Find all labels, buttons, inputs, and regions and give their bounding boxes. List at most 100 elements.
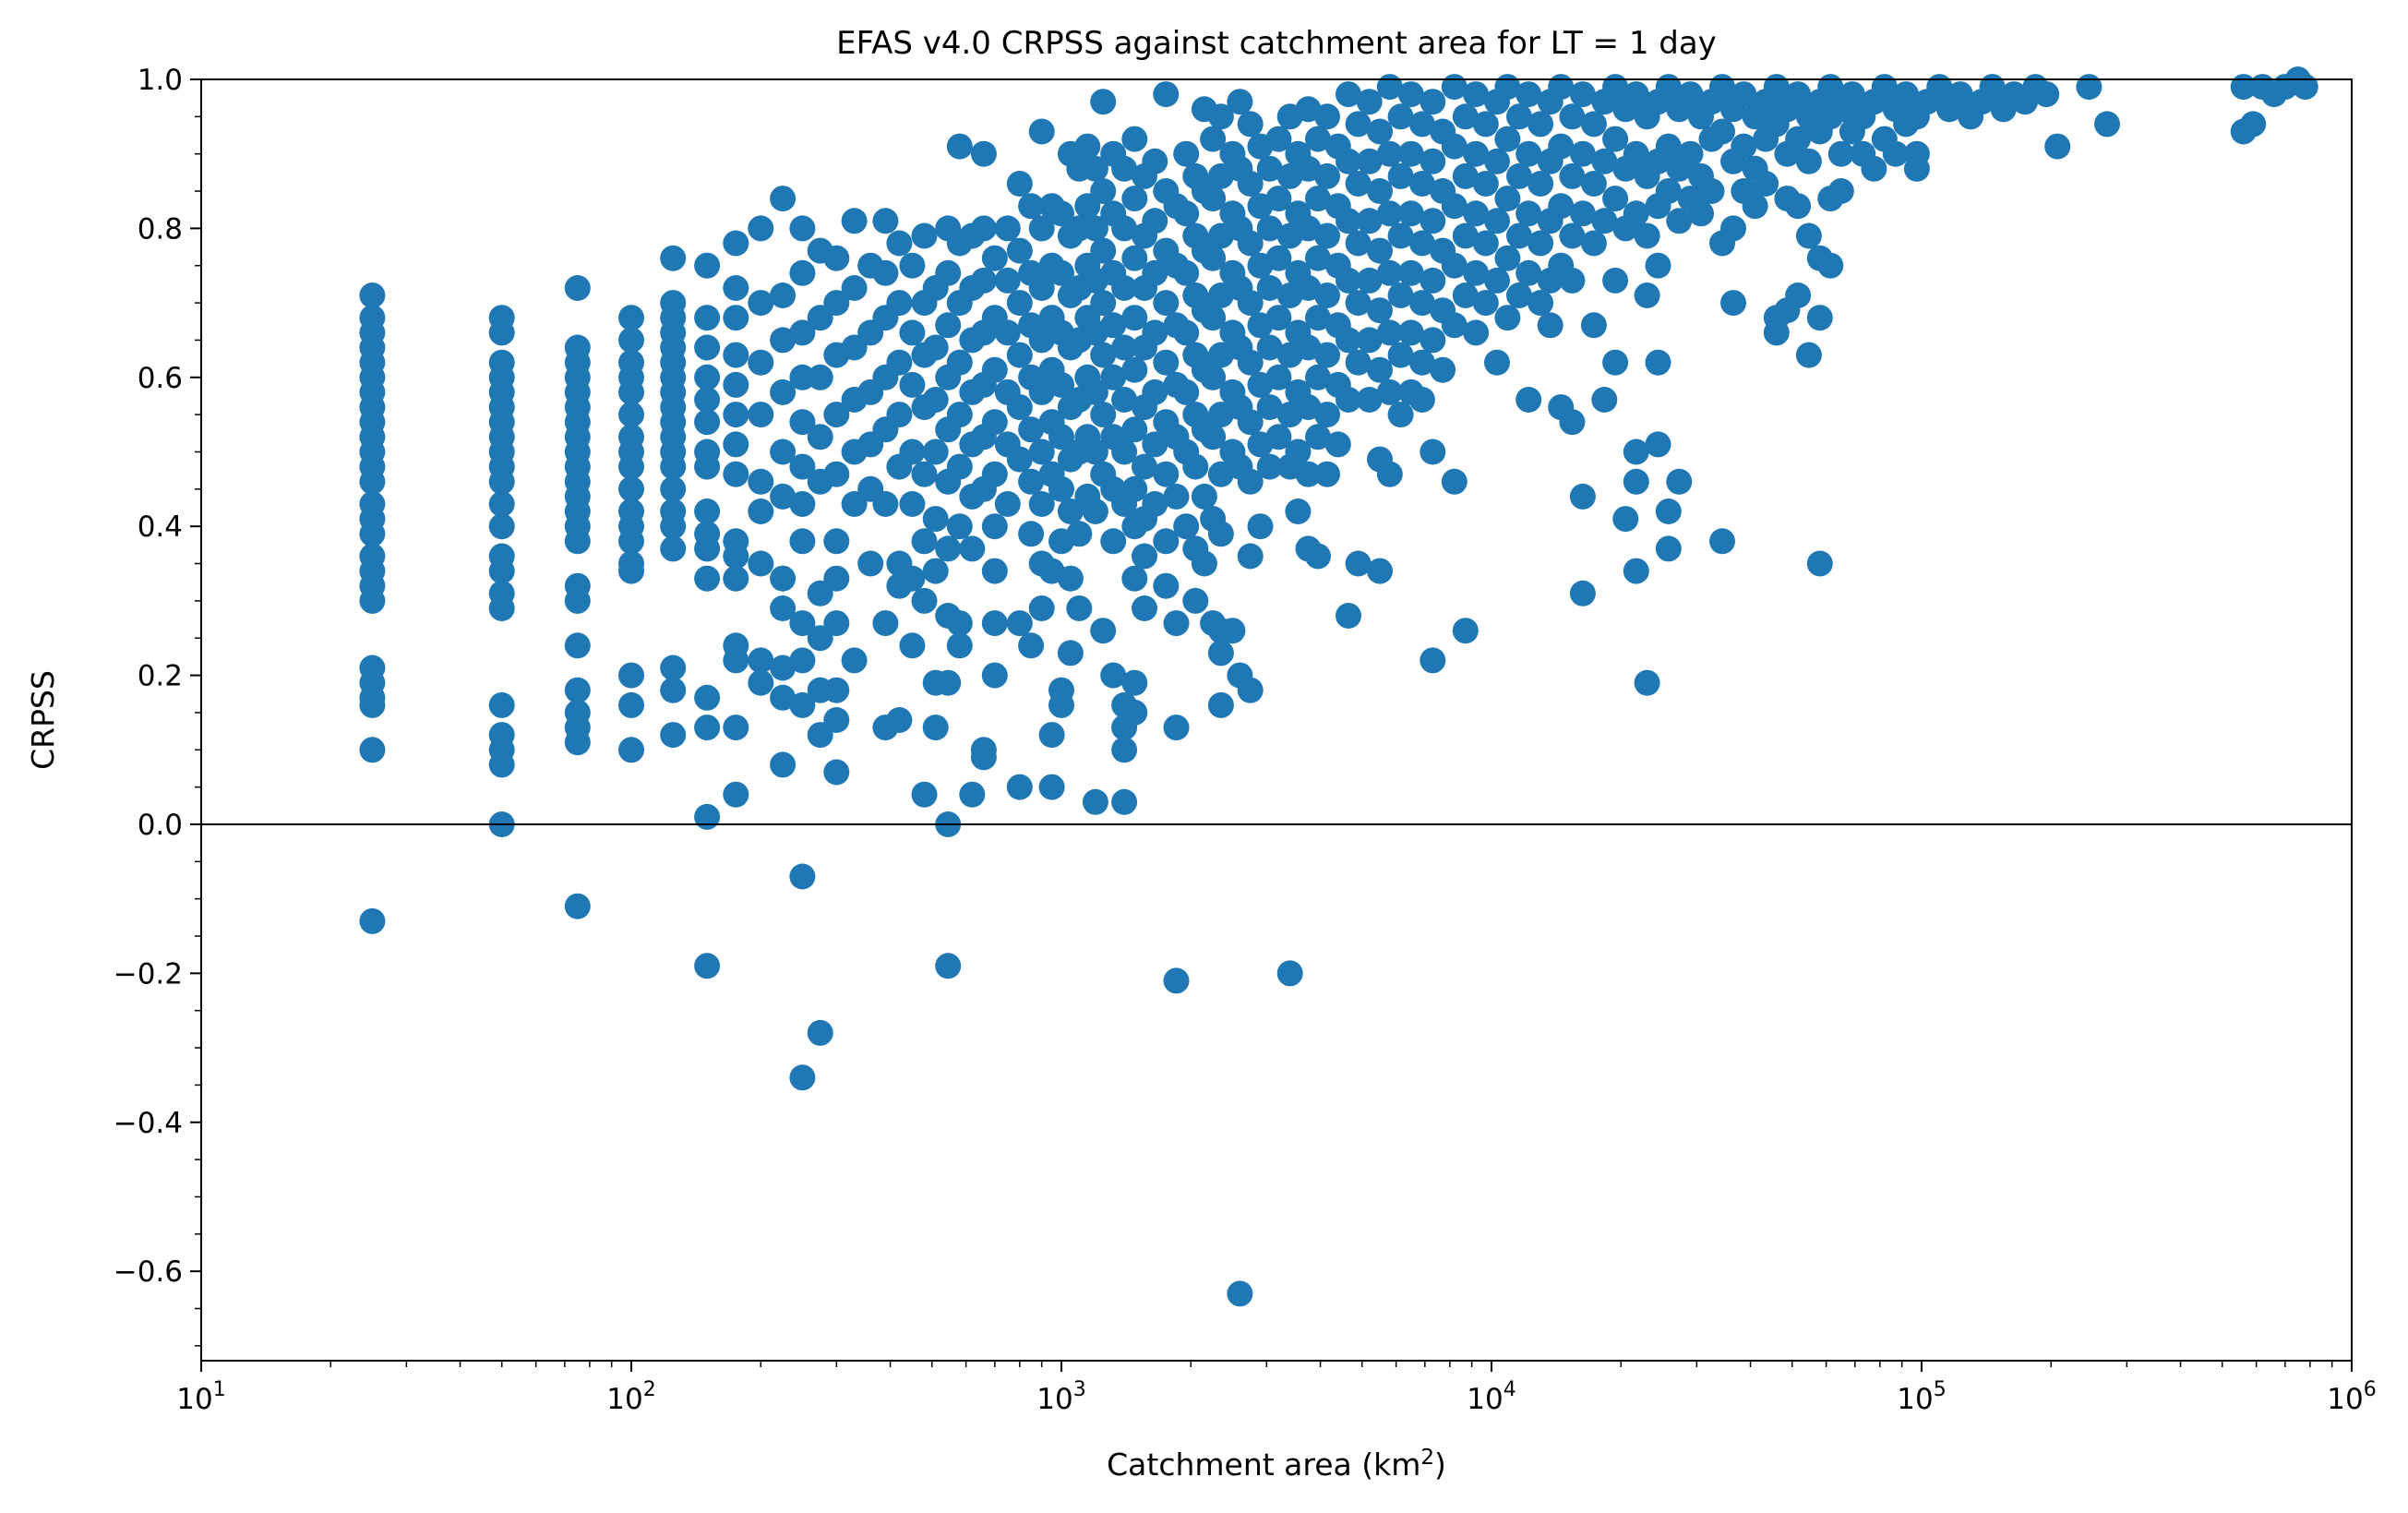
- data-point: [1345, 111, 1372, 138]
- data-point: [1200, 126, 1227, 152]
- x-tick-label: 102: [606, 1378, 655, 1416]
- data-point: [1709, 528, 1735, 555]
- data-point: [1397, 319, 1424, 346]
- data-point: [789, 409, 816, 436]
- data-point: [1580, 171, 1607, 197]
- y-tick-label: 1.0: [138, 64, 183, 97]
- data-point: [1527, 230, 1554, 257]
- data-point: [1580, 111, 1607, 138]
- data-point: [789, 364, 816, 390]
- data-point: [1785, 81, 1812, 108]
- data-point: [823, 610, 850, 637]
- data-point: [748, 349, 774, 376]
- data-point: [1387, 282, 1414, 308]
- data-point: [1408, 290, 1435, 317]
- data-point: [723, 230, 749, 257]
- data-point: [1441, 468, 1468, 495]
- data-point: [1742, 193, 1768, 220]
- data-point: [789, 319, 816, 346]
- data-point: [694, 498, 721, 524]
- data-point: [1285, 498, 1312, 524]
- data-point: [1463, 140, 1490, 167]
- data-point: [770, 186, 797, 212]
- data-point: [660, 722, 687, 749]
- data-point: [748, 550, 774, 577]
- data-point: [618, 402, 644, 428]
- data-point: [899, 371, 926, 398]
- data-point: [1537, 312, 1563, 339]
- data-point: [2240, 111, 2267, 138]
- data-point: [789, 491, 816, 517]
- data-point: [694, 409, 721, 436]
- data-point: [1090, 342, 1117, 368]
- data-point: [723, 371, 749, 398]
- data-point: [1057, 565, 1084, 592]
- data-point: [1569, 140, 1596, 167]
- data-point: [1559, 162, 1586, 189]
- data-point: [2033, 81, 2060, 108]
- data-point: [1548, 133, 1575, 160]
- data-point: [694, 387, 721, 413]
- data-point: [1200, 186, 1227, 212]
- data-point: [1082, 498, 1108, 524]
- data-point: [1548, 193, 1575, 220]
- data-point: [1237, 468, 1264, 495]
- data-point: [1006, 394, 1033, 421]
- data-point: [1655, 178, 1682, 204]
- data-point: [660, 535, 687, 562]
- data-point: [872, 208, 899, 234]
- data-point: [1720, 290, 1746, 317]
- data-point: [1265, 245, 1292, 271]
- data-point: [789, 215, 816, 242]
- data-point: [1028, 378, 1055, 405]
- data-point: [1163, 610, 1190, 637]
- data-point: [1256, 453, 1283, 480]
- data-point: [1038, 774, 1065, 800]
- data-point: [1142, 378, 1168, 405]
- data-point: [1839, 81, 1865, 108]
- data-point: [1356, 267, 1383, 294]
- data-point: [823, 759, 850, 786]
- data-point: [1720, 215, 1746, 242]
- data-point: [1376, 259, 1403, 286]
- data-point: [488, 513, 515, 540]
- data-point: [1345, 171, 1372, 197]
- data-point: [748, 215, 774, 242]
- data-point: [1090, 178, 1117, 204]
- data-point: [1237, 409, 1264, 436]
- data-point: [723, 543, 749, 570]
- data-point: [981, 356, 1008, 383]
- data-point: [1276, 960, 1303, 987]
- data-point: [789, 1064, 816, 1091]
- data-point: [488, 691, 515, 718]
- data-point: [1207, 521, 1234, 547]
- data-point: [1420, 208, 1446, 234]
- data-point: [1484, 267, 1510, 294]
- data-point: [1420, 647, 1446, 674]
- data-point: [564, 632, 591, 659]
- data-point: [970, 215, 997, 242]
- data-point: [564, 893, 591, 919]
- data-point: [1153, 349, 1180, 376]
- data-point: [872, 491, 899, 517]
- data-point: [1153, 572, 1180, 599]
- data-point: [1515, 387, 1542, 413]
- data-point: [1336, 208, 1361, 234]
- data-point: [694, 953, 721, 979]
- data-point: [1795, 148, 1822, 174]
- data-point: [1666, 208, 1693, 234]
- data-point: [1028, 118, 1055, 145]
- data-point: [1506, 162, 1532, 189]
- data-point: [694, 453, 721, 480]
- data-point: [488, 595, 515, 621]
- data-point: [2292, 74, 2318, 101]
- data-point: [1494, 186, 1521, 212]
- data-point: [1430, 356, 1456, 383]
- data-point: [1356, 327, 1383, 354]
- data-point: [1527, 290, 1554, 317]
- data-point: [1314, 162, 1340, 189]
- data-point: [488, 558, 515, 584]
- data-point: [1785, 193, 1812, 220]
- data-point: [1623, 438, 1649, 465]
- x-tick-label: 101: [176, 1378, 225, 1416]
